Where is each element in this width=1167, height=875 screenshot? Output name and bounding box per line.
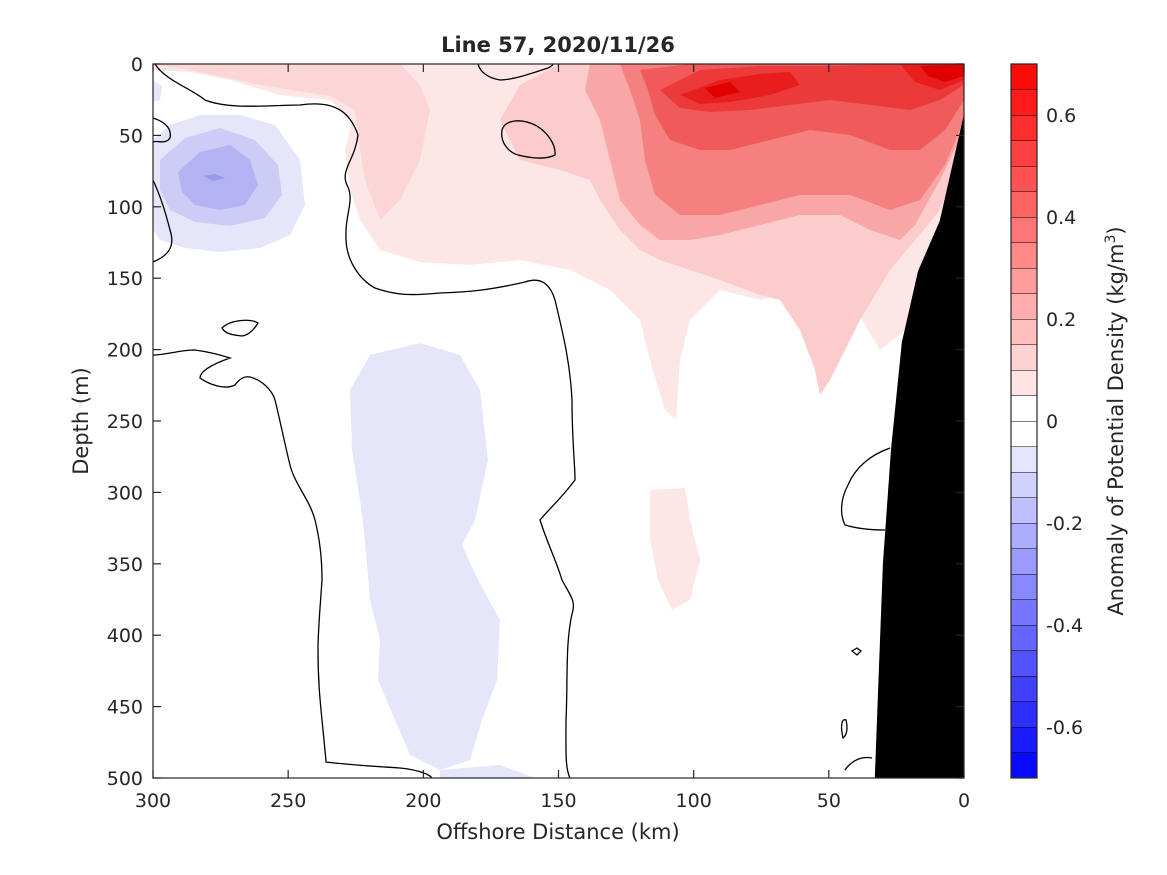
colorbar-segment xyxy=(1011,217,1037,243)
zero-contour-bottom-loop xyxy=(840,719,848,740)
contour-fill-0.7 xyxy=(705,64,964,98)
chart-title: Line 57, 2020/11/26 xyxy=(441,33,675,57)
x-tick-label: 100 xyxy=(676,790,712,812)
colorbar-tick-label: -0.4 xyxy=(1046,615,1083,637)
zero-contour-tiny xyxy=(850,647,862,656)
contour-fill-neg-0.05-bottom xyxy=(440,765,535,778)
colorbar-frame xyxy=(1010,63,1038,779)
y-tick-label: 250 xyxy=(107,411,143,433)
x-tick-label: 300 xyxy=(135,790,171,812)
colorbar-segment xyxy=(1011,752,1037,778)
colorbar-tick-label: 0.4 xyxy=(1046,207,1076,229)
zero-contours xyxy=(153,64,891,778)
contour-fill-neg-0.05-edge xyxy=(153,80,162,102)
zero-contour-shelf xyxy=(840,447,891,531)
colorbar-segment xyxy=(1011,523,1037,549)
y-tick-label: 500 xyxy=(107,768,143,790)
colorbar-segment xyxy=(1011,344,1037,370)
y-tick-label: 350 xyxy=(107,554,143,576)
colorbar-tick-label: -0.6 xyxy=(1046,717,1083,739)
colorbar-segment xyxy=(1011,472,1037,498)
colorbar-segment xyxy=(1011,574,1037,600)
zero-contour-west xyxy=(153,179,173,263)
colorbar-segment xyxy=(1011,89,1037,115)
colorbar-segment xyxy=(1011,650,1037,676)
zero-contour-sw xyxy=(153,349,433,778)
zero-contour-bottom-2 xyxy=(844,756,873,771)
x-tick-label: 200 xyxy=(405,790,441,812)
contour-fill-0.6 xyxy=(680,64,964,104)
colorbar-segment xyxy=(1011,64,1037,90)
y-tick-label: 200 xyxy=(107,340,143,362)
colorbar-segment xyxy=(1011,293,1037,319)
y-tick-label: 0 xyxy=(131,54,143,76)
zero-contour-loop-2 xyxy=(501,120,556,159)
positive-anomaly-fill xyxy=(153,64,964,610)
zero-contour-top-loop xyxy=(477,64,554,81)
colorbar-segment xyxy=(1011,421,1037,447)
x-axis: 300 250 200 150 100 50 0 xyxy=(135,64,970,812)
x-tick-label: 0 xyxy=(958,790,970,812)
colorbar-label-sup: 3 xyxy=(1103,235,1119,244)
colorbar-segment xyxy=(1011,497,1037,523)
y-tick-label: 450 xyxy=(107,697,143,719)
contour-fill-neg-0.05-deep xyxy=(350,343,500,770)
bathymetry-mask xyxy=(874,113,964,778)
y-axis: 0 50 100 150 200 250 300 350 400 450 500 xyxy=(107,54,964,790)
colorbar-segment xyxy=(1011,140,1037,166)
y-tick-label: 300 xyxy=(107,482,143,504)
colorbar-segment xyxy=(1011,446,1037,472)
zero-contour-small-loop xyxy=(221,319,259,337)
colorbar-label: Anomaly of Potential Density (kg/m3) xyxy=(1103,226,1128,615)
zero-contour-nw-loop xyxy=(153,117,171,143)
colorbar-segment xyxy=(1011,625,1037,651)
colorbar-tick-label: 0.2 xyxy=(1046,309,1076,331)
x-tick-label: 50 xyxy=(817,790,841,812)
colorbar-tick-label: 0.6 xyxy=(1046,105,1076,127)
colorbar-label-suffix: ) xyxy=(1104,226,1128,234)
colorbar-tick-label: 0 xyxy=(1046,411,1058,433)
x-tick-label: 250 xyxy=(270,790,306,812)
colorbar-segment xyxy=(1011,242,1037,268)
colorbar-segment xyxy=(1011,115,1037,141)
colorbar-segment xyxy=(1011,319,1037,345)
x-tick-label: 150 xyxy=(540,790,576,812)
colorbar-segment xyxy=(1011,701,1037,727)
contour-fill-0.05-low xyxy=(650,488,700,610)
colorbar-segment xyxy=(1011,166,1037,192)
colorbar: -0.6 -0.4 -0.2 0 0.2 0.4 0.6 xyxy=(1010,63,1083,779)
colorbar-segment xyxy=(1011,395,1037,421)
y-axis-label: Depth (m) xyxy=(69,367,93,474)
colorbar-tick-label: -0.2 xyxy=(1046,513,1083,535)
zero-contour-main xyxy=(154,64,576,778)
colorbar-segment xyxy=(1011,370,1037,396)
y-tick-label: 100 xyxy=(107,197,143,219)
y-tick-label: 150 xyxy=(107,268,143,290)
colorbar-segment xyxy=(1011,548,1037,574)
y-tick-label: 400 xyxy=(107,625,143,647)
x-axis-label: Offshore Distance (km) xyxy=(436,820,679,844)
colorbar-label-prefix: Anomaly of Potential Density (kg/m xyxy=(1104,244,1128,616)
contour-fill-neg-0.2 xyxy=(203,174,225,181)
colorbar-segment xyxy=(1011,268,1037,294)
plot-area xyxy=(153,64,964,778)
negative-anomaly-fill xyxy=(153,80,535,778)
colorbar-segment xyxy=(1011,599,1037,625)
colorbar-segment xyxy=(1011,191,1037,217)
y-tick-label: 50 xyxy=(119,125,143,147)
colorbar-segment xyxy=(1011,727,1037,753)
colorbar-segment xyxy=(1011,676,1037,702)
contour-fill-0.1-b xyxy=(153,64,430,220)
